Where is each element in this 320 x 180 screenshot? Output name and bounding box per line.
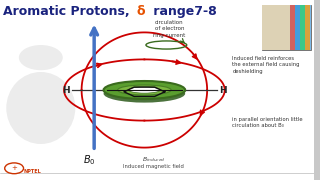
Text: H: H bbox=[219, 86, 227, 94]
Bar bbox=[262, 4, 290, 50]
Text: Aromatic Protons,: Aromatic Protons, bbox=[3, 5, 134, 18]
Ellipse shape bbox=[129, 87, 160, 93]
Bar bbox=[295, 4, 300, 50]
Text: Induced magnetic field: Induced magnetic field bbox=[123, 164, 184, 169]
Text: NPTEL: NPTEL bbox=[24, 169, 41, 174]
Bar bbox=[262, 4, 311, 50]
Text: in parallel orientation little
circulation about B₀: in parallel orientation little circulati… bbox=[232, 117, 303, 128]
Text: $B_{induced}$: $B_{induced}$ bbox=[142, 155, 166, 164]
Text: $B_0$: $B_0$ bbox=[83, 153, 96, 167]
Text: range7-8: range7-8 bbox=[149, 5, 217, 18]
Text: H: H bbox=[62, 86, 70, 94]
Ellipse shape bbox=[6, 72, 75, 144]
Bar bbox=[300, 4, 305, 50]
Ellipse shape bbox=[118, 85, 171, 95]
Bar bbox=[262, 4, 311, 50]
Circle shape bbox=[19, 45, 63, 70]
Text: circulation
of electron
ring current: circulation of electron ring current bbox=[153, 20, 186, 38]
Text: δ: δ bbox=[137, 5, 145, 18]
Ellipse shape bbox=[104, 85, 185, 103]
Bar bbox=[290, 4, 295, 50]
Text: +: + bbox=[11, 165, 17, 171]
Bar bbox=[305, 4, 310, 50]
Ellipse shape bbox=[104, 81, 185, 99]
Text: Induced field reinforces
the external field causing
deshielding: Induced field reinforces the external fi… bbox=[232, 56, 300, 74]
